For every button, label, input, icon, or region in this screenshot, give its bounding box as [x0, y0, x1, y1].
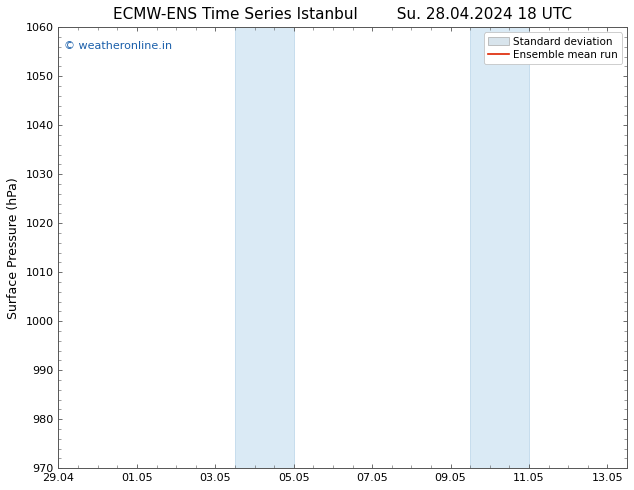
- Bar: [235, 27, 294, 468]
- Legend: Standard deviation, Ensemble mean run: Standard deviation, Ensemble mean run: [484, 32, 622, 64]
- Title: ECMW-ENS Time Series Istanbul        Su. 28.04.2024 18 UTC: ECMW-ENS Time Series Istanbul Su. 28.04.…: [113, 7, 573, 22]
- Bar: [470, 27, 529, 468]
- Text: © weatheronline.in: © weatheronline.in: [64, 41, 172, 50]
- Y-axis label: Surface Pressure (hPa): Surface Pressure (hPa): [7, 177, 20, 318]
